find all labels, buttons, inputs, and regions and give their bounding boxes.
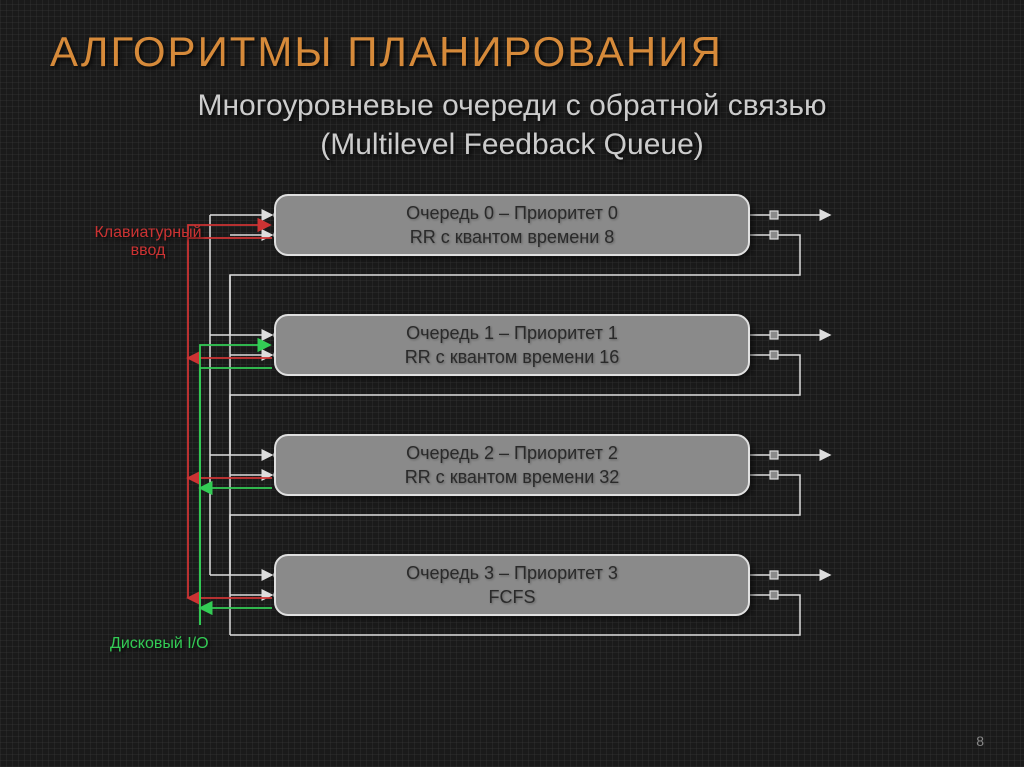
subtitle-line-2: (Multilevel Feedback Queue) bbox=[320, 128, 704, 161]
disk-io-label: Дисковый I/O bbox=[110, 635, 209, 653]
queue-2-box: Очередь 2 – Приоритет 2 RR с квантом вре… bbox=[274, 434, 750, 496]
keyboard-input-label: Клавиатурный ввод bbox=[88, 224, 208, 260]
mlfq-diagram: Очередь 0 – Приоритет 0 RR с квантом вре… bbox=[0, 180, 1024, 740]
subtitle-line-1: Многоуровневые очереди с обратной связью bbox=[198, 89, 827, 122]
queue-3-line1: Очередь 3 – Приоритет 3 bbox=[406, 561, 618, 585]
queue-1-line2: RR с квантом времени 16 bbox=[405, 345, 620, 369]
disk-io-text: Дисковый I/O bbox=[110, 635, 209, 652]
queue-1-box: Очередь 1 – Приоритет 1 RR с квантом вре… bbox=[274, 314, 750, 376]
queue-3-line2: FCFS bbox=[489, 585, 536, 609]
queue-2-line1: Очередь 2 – Приоритет 2 bbox=[406, 441, 618, 465]
keyboard-input-text: Клавиатурный ввод bbox=[94, 224, 201, 259]
queue-2-line2: RR с квантом времени 32 bbox=[405, 465, 620, 489]
queue-3-box: Очередь 3 – Приоритет 3 FCFS bbox=[274, 554, 750, 616]
queue-0-line2: RR с квантом времени 8 bbox=[410, 225, 615, 249]
queue-0-box: Очередь 0 – Приоритет 0 RR с квантом вре… bbox=[274, 194, 750, 256]
slide-title: АЛГОРИТМЫ ПЛАНИРОВАНИЯ bbox=[0, 0, 1024, 76]
page-number: 8 bbox=[976, 733, 984, 749]
slide-subtitle: Многоуровневые очереди с обратной связью… bbox=[0, 86, 1024, 164]
queue-1-line1: Очередь 1 – Приоритет 1 bbox=[406, 321, 618, 345]
queue-0-line1: Очередь 0 – Приоритет 0 bbox=[406, 201, 618, 225]
